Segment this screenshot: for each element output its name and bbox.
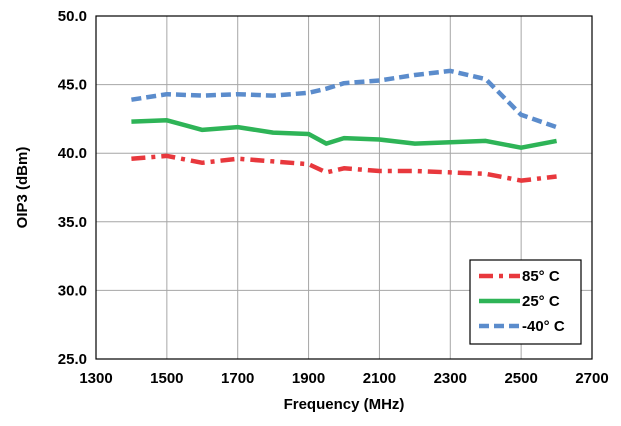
x-tick-label: 1300: [79, 370, 112, 387]
series-line: [131, 153, 557, 183]
x-axis-title: Frequency (MHz): [284, 396, 405, 413]
legend-label: -40° C: [522, 318, 565, 335]
y-tick-labels: 25.0 30.0 35.0 40.0 45.0 50.0: [58, 8, 87, 368]
series-layer: [131, 68, 558, 183]
plot-area-border: [95, 15, 593, 360]
legend-item: -40° C: [479, 318, 565, 335]
x-tick-label: 2700: [575, 370, 608, 387]
series-0: [131, 153, 557, 183]
x-tick-label: 2300: [434, 370, 467, 387]
x-tick-label: 2100: [363, 370, 396, 387]
series-line: [131, 68, 558, 130]
x-tick-label: 1700: [221, 370, 254, 387]
series-2: [131, 68, 558, 130]
y-tick-label: 35.0: [58, 214, 87, 231]
legend-label: 25° C: [522, 293, 560, 310]
x-tick-label: 1900: [292, 370, 325, 387]
y-tick-label: 30.0: [58, 282, 87, 299]
series-1: [131, 118, 558, 150]
y-tick-label: 40.0: [58, 145, 87, 162]
legend-item: 85° C: [479, 268, 560, 285]
legend-label: 85° C: [522, 268, 560, 285]
legend: 85° C 25° C -40° C: [469, 259, 582, 345]
y-axis-title: OIP3 (dBm): [14, 147, 31, 229]
y-tick-label: 25.0: [58, 351, 87, 368]
legend-item: 25° C: [479, 293, 560, 310]
x-tick-labels: 1300 1500 1700 1900 2100 2300 2500 2700: [79, 370, 608, 387]
y-tick-label: 50.0: [58, 8, 87, 25]
series-line: [131, 118, 558, 150]
y-tick-label: 45.0: [58, 77, 87, 94]
x-tick-label: 2500: [504, 370, 537, 387]
x-tick-label: 1500: [150, 370, 183, 387]
